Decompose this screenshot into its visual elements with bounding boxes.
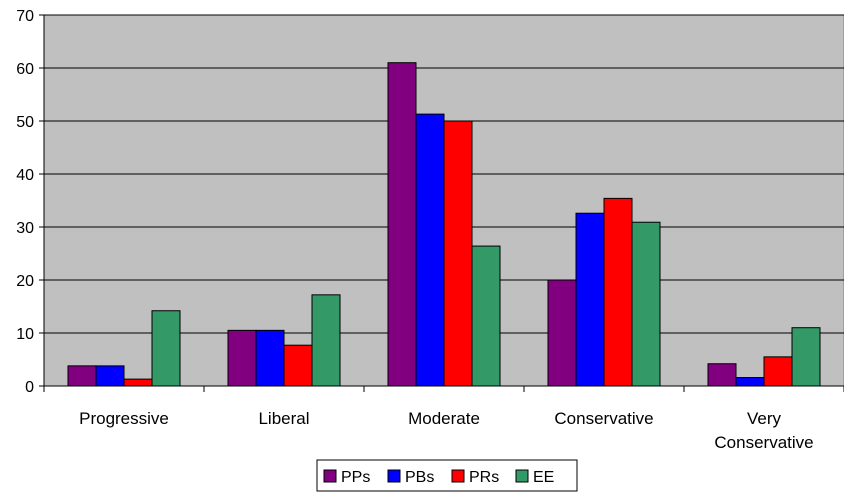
legend-swatch-prs: [451, 469, 465, 483]
bar-pbs-3: [575, 212, 605, 387]
legend-swatch-ee: [515, 469, 529, 483]
bar-pbs-0: [95, 365, 125, 387]
bar-prs-1: [283, 344, 313, 387]
bar-prs-3: [603, 197, 633, 387]
x-tick-label: Liberal: [258, 409, 309, 428]
y-tick-label: 30: [16, 220, 34, 237]
legend-label-ee: EE: [533, 469, 554, 486]
bar-pps-1: [227, 329, 257, 387]
legend-box: [316, 459, 578, 492]
bar-pbs-2: [415, 113, 445, 387]
x-tick-label: Conservative: [714, 433, 813, 452]
legend: PPs PBs PRs EE: [316, 459, 578, 492]
bar-pps-3: [547, 279, 577, 387]
bar-ee-3: [631, 221, 661, 387]
y-tick-label: 50: [16, 114, 34, 131]
y-tick-label: 0: [25, 379, 34, 396]
y-tick-label: 70: [16, 8, 34, 25]
legend-label-prs: PRs: [469, 469, 499, 486]
legend-swatch-pbs: [387, 469, 401, 483]
y-tick-label: 40: [16, 167, 34, 184]
x-tick-label: Conservative: [554, 409, 653, 428]
x-tick-label: Progressive: [79, 409, 169, 428]
bar-pps-0: [67, 365, 97, 387]
bar-prs-2: [443, 120, 473, 387]
bar-ee-4: [791, 327, 821, 387]
bar-ee-1: [311, 294, 341, 387]
y-tick-label: 20: [16, 273, 34, 290]
bar-pps-4: [707, 363, 737, 387]
legend-label-pbs: PBs: [405, 469, 434, 486]
y-tick-label: 60: [16, 61, 34, 78]
legend-swatch-pps: [323, 469, 337, 483]
bar-ee-0: [151, 310, 181, 387]
bar-ee-2: [471, 245, 501, 387]
x-tick-label: Moderate: [408, 409, 480, 428]
bar-prs-4: [763, 356, 793, 387]
y-tick-label: 10: [16, 326, 34, 343]
bar-pps-2: [387, 62, 417, 387]
axes: [43, 15, 844, 387]
x-tick-label: Very: [747, 409, 782, 428]
bar-prs-0: [123, 378, 153, 387]
x-labels: Progressive Liberal Moderate Conservative Ve…: [43, 386, 844, 452]
legend-label-pps: PPs: [341, 469, 370, 486]
bar-pbs-1: [255, 329, 285, 387]
y-ticks: 0 10 20 30 40 50 60 70: [16, 8, 44, 396]
bars: [67, 62, 821, 387]
bar-pbs-4: [735, 377, 765, 387]
